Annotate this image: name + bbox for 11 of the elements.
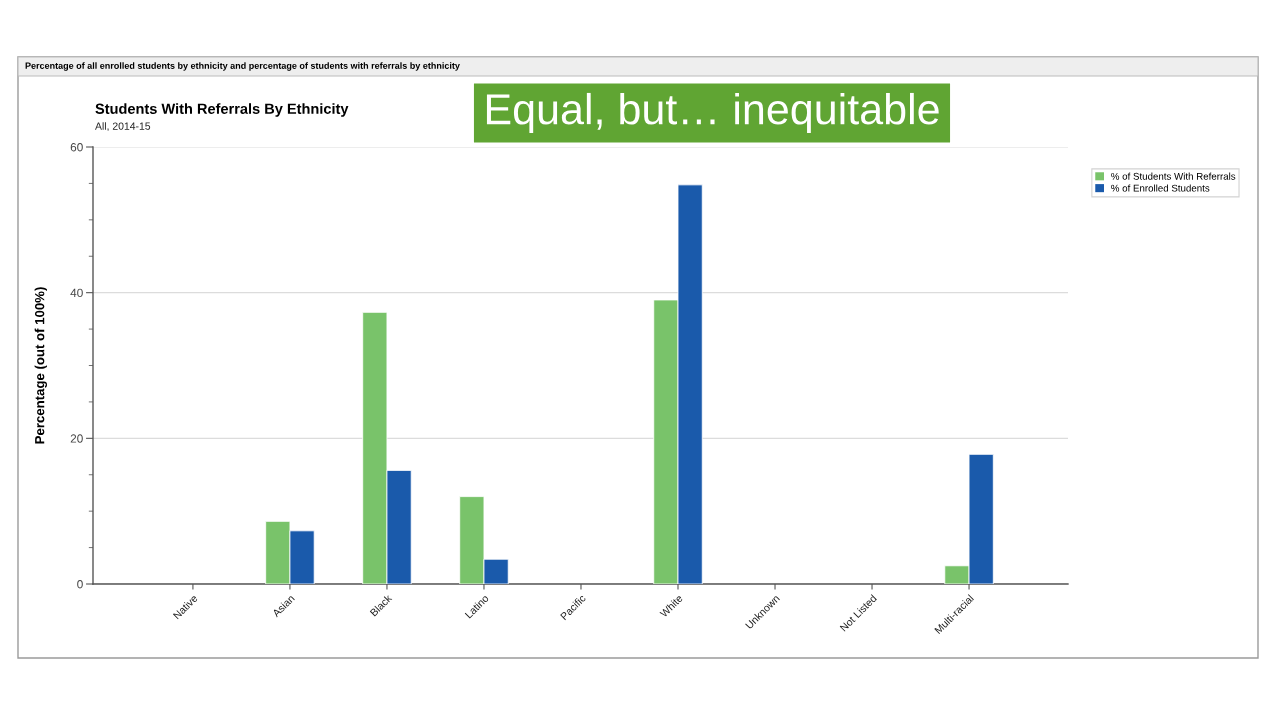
text: Equal, but… inequitable <box>486 92 939 134</box>
y-tick-label: 60 <box>70 143 83 152</box>
legend-label: % of Enrolled Students <box>1111 184 1210 192</box>
legend-label: % of Students With Referrals <box>1111 172 1236 180</box>
y-tick-label: 20 <box>70 434 83 443</box>
chart-subtitle: All, 2014-15 <box>95 122 151 132</box>
text: Percentage of all enrolled students by ethnicity and percentage of students with referrals by ethnicity <box>25 62 460 71</box>
y-tick-label: 40 <box>70 288 83 298</box>
y-axis-title: Percentage (out of 100%) <box>34 287 47 444</box>
y-tick-label: 0 <box>77 580 83 589</box>
chart-title: Students With Referrals By Ethnicity <box>95 103 349 117</box>
